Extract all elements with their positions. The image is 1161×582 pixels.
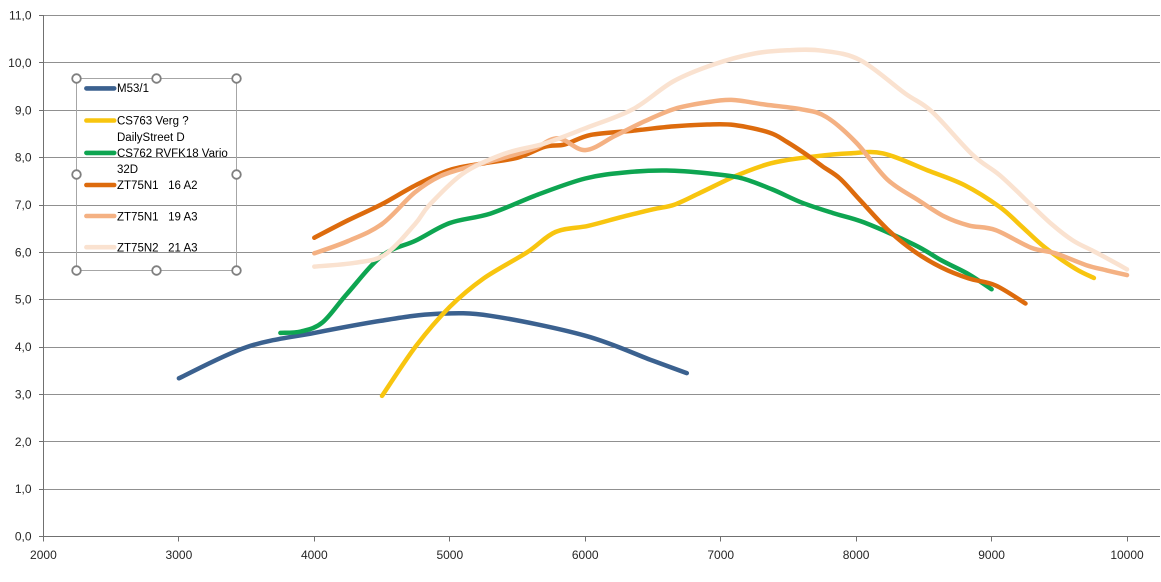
svg-text:9000: 9000 bbox=[978, 548, 1005, 562]
svg-text:2000: 2000 bbox=[30, 548, 57, 562]
svg-text:6,0: 6,0 bbox=[15, 245, 32, 259]
svg-text:32D: 32D bbox=[117, 164, 138, 176]
svg-text:2,0: 2,0 bbox=[15, 435, 32, 449]
svg-text:ZT75N1 16 A2: ZT75N1 16 A2 bbox=[117, 180, 198, 192]
svg-text:3000: 3000 bbox=[166, 548, 193, 562]
svg-text:3,0: 3,0 bbox=[15, 387, 32, 401]
svg-text:8000: 8000 bbox=[843, 548, 870, 562]
svg-text:M53/1: M53/1 bbox=[117, 83, 149, 95]
svg-text:10,0: 10,0 bbox=[8, 56, 32, 70]
svg-text:ZT75N2 21 A3: ZT75N2 21 A3 bbox=[117, 243, 198, 255]
svg-text:11,0: 11,0 bbox=[9, 9, 32, 23]
svg-text:8,0: 8,0 bbox=[15, 151, 32, 165]
svg-text:9,0: 9,0 bbox=[15, 103, 32, 117]
svg-text:6000: 6000 bbox=[572, 548, 599, 562]
svg-text:10000: 10000 bbox=[1110, 548, 1144, 562]
svg-text:CS762 RVFK18 Vario: CS762 RVFK18 Vario bbox=[117, 148, 228, 160]
svg-text:1,0: 1,0 bbox=[15, 482, 32, 496]
svg-text:5,0: 5,0 bbox=[15, 293, 32, 307]
svg-text:CS763 Verg ?: CS763 Verg ? bbox=[117, 115, 189, 127]
svg-text:DailyStreet D: DailyStreet D bbox=[117, 132, 185, 144]
svg-text:ZT75N1 19 A3: ZT75N1 19 A3 bbox=[117, 211, 198, 223]
svg-text:4000: 4000 bbox=[301, 548, 328, 562]
svg-text:7000: 7000 bbox=[707, 548, 734, 562]
svg-text:0,0: 0,0 bbox=[15, 530, 32, 544]
svg-text:5000: 5000 bbox=[436, 548, 463, 562]
svg-text:7,0: 7,0 bbox=[15, 198, 32, 212]
svg-text:4,0: 4,0 bbox=[15, 340, 32, 354]
